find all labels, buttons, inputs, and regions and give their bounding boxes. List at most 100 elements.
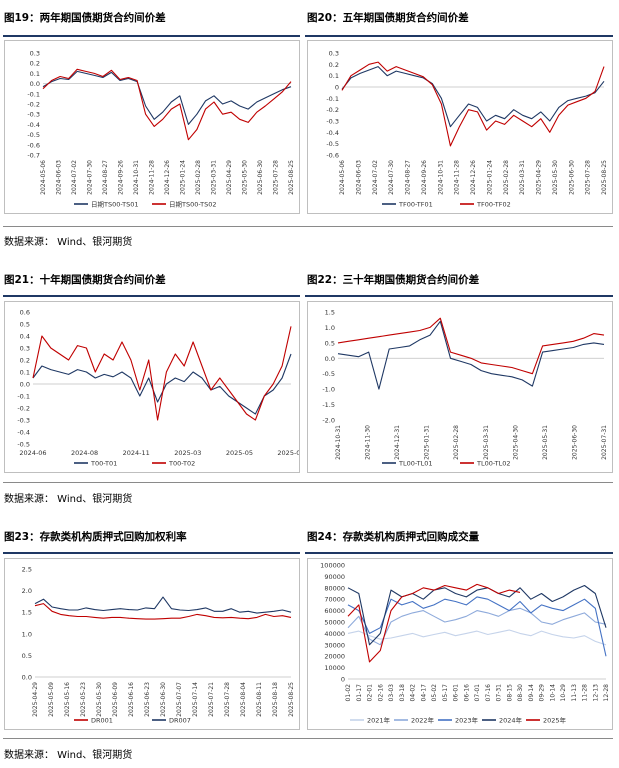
x-tick-label: 2025-01-31	[424, 425, 431, 460]
x-tick-label: 2025-07-07	[176, 682, 183, 717]
x-tick-label: 02-01	[367, 684, 374, 702]
x-tick-label: 2025-05-30	[96, 682, 103, 717]
chart21-svg: 0.6 0.5 0.4 0.3 0.2 0.1 0.0 -0.1 -0.2 -0.3 -0.4 -0.…	[17, 309, 304, 468]
y-tick-label: 0.2	[30, 60, 40, 68]
divider	[3, 226, 613, 227]
chart22-title: 图22：三十年期国债期货合约间价差	[307, 274, 480, 286]
chart20-svg: 0.30.20.10-0.1-0.2-0.3-0.4-0.5-0.62024-0…	[326, 50, 608, 209]
x-tick-label: 2025-05-30	[242, 160, 249, 195]
x-tick-label: 2024-11	[123, 449, 150, 457]
y-tick-label: 1.5	[22, 609, 32, 617]
source-note: 数据来源： Wind、银河期货	[4, 494, 133, 505]
x-tick-label: 2025-06-30	[568, 160, 575, 195]
x-tick-label: 2025-01-24	[486, 160, 493, 195]
x-tick-label: 2025-01-24	[180, 160, 187, 195]
series-line	[347, 596, 607, 657]
x-tick-label: 03-18	[399, 684, 406, 702]
x-tick-label: 01-17	[356, 684, 363, 702]
y-tick-label: 0.3	[30, 50, 40, 58]
chart23-title: 图23：存款类机构质押式回购加权利率	[4, 531, 187, 543]
x-tick-label: 03-03	[388, 684, 395, 702]
legend-label: TL00-TL02	[476, 460, 510, 468]
chart24-frame: 100000 90000 80000 70000 60000 50000 40000 3000…	[307, 558, 613, 730]
y-tick-label: -0.1	[326, 95, 339, 103]
y-tick-label: -0.4	[326, 129, 339, 137]
legend-label: TL00-TL01	[398, 460, 432, 468]
y-tick-label: 2.5	[22, 566, 32, 574]
chart19-frame: 0.3 0.2 0.1 0.0 -0.1 -0.2 -0.3 -0.4 -0.5 -0.6 -0.7…	[4, 40, 300, 214]
y-tick-label: 0	[335, 84, 339, 92]
legend-label: 日期TS00-TS02	[169, 201, 216, 209]
y-tick-label: 50000	[324, 619, 345, 627]
x-tick-label: 2025-08-11	[256, 682, 263, 717]
source-note: 数据来源： Wind、银河期货	[4, 237, 133, 248]
x-tick-label: 2024-08-27	[405, 160, 412, 195]
x-tick-label: 2025-05-16	[64, 682, 71, 717]
x-tick-label: 2025-05-09	[48, 682, 55, 717]
series-line	[42, 70, 292, 125]
x-tick-label: 2024-12-26	[470, 160, 477, 195]
x-tick-label: 11-28	[582, 684, 589, 702]
x-tick-label: 2024-10-31	[437, 160, 444, 195]
legend-label: TF00-TF01	[398, 201, 433, 209]
x-tick-label: 06-01	[453, 684, 460, 702]
x-tick-label: 2025-06-23	[144, 682, 151, 717]
x-tick-label: 10-29	[560, 684, 567, 702]
x-tick-label: 2025-03	[174, 449, 201, 457]
x-tick-label: 2025-02-28	[503, 160, 510, 195]
chart23-frame: 2.5 2.0 1.5 1.0 0.5 0.0 2025-04-29 2025-05-09 20…	[4, 558, 300, 730]
y-tick-label: 0.5	[22, 652, 32, 660]
title-rule	[3, 295, 300, 297]
y-tick-label: 10000	[324, 664, 345, 672]
x-tick-label: 05-02	[431, 684, 438, 702]
divider	[3, 738, 613, 739]
x-tick-label: 2024-12-26	[164, 160, 171, 195]
x-tick-label: 2024-07-02	[372, 160, 379, 195]
y-tick-label: -0.3	[27, 111, 40, 119]
chart24-svg: 1000009000080000700006000050000400003000…	[320, 562, 610, 725]
x-tick-label: 2024-12-31	[394, 425, 401, 460]
y-tick-label: 20000	[324, 653, 345, 661]
series-line	[347, 629, 607, 646]
x-tick-label: 2025-04-29	[32, 682, 39, 717]
y-tick-label: -0.1	[17, 393, 30, 401]
x-tick-label: 2025-04-30	[512, 425, 519, 460]
x-tick-label: 04-17	[420, 684, 427, 702]
x-tick-label: 05-17	[442, 684, 449, 702]
x-tick-label: 2025-05-30	[552, 160, 559, 195]
title-rule	[305, 295, 613, 297]
x-tick-label: 2024-07-02	[71, 160, 78, 195]
y-tick-label: 0.0	[30, 80, 40, 88]
legend-label: TF00-TF02	[476, 201, 511, 209]
x-tick-label: 2025-02-28	[195, 160, 202, 195]
x-tick-label: 2024-06-03	[355, 160, 362, 195]
y-tick-label: -0.4	[17, 429, 30, 437]
x-tick-label: 2025-06-09	[112, 682, 119, 717]
y-tick-label: 0.5	[325, 339, 335, 347]
chart20-frame: 0.3 0.2 0.1 0 -0.1 -0.2 -0.3 -0.4 -0.5 -0.6 2024-0…	[307, 40, 613, 214]
series-line	[341, 66, 605, 128]
y-tick-label: 0	[341, 676, 345, 684]
x-tick-label: 2024-11-28	[149, 160, 156, 195]
y-tick-label: -0.5	[17, 441, 30, 449]
y-tick-label: -0.2	[17, 405, 30, 413]
x-tick-label: 2024-06-03	[56, 160, 63, 195]
x-tick-label: 2025-08-25	[288, 160, 295, 195]
y-tick-label: 60000	[324, 607, 345, 615]
legend-label: 2021年	[367, 716, 391, 725]
x-tick-label: 2025-03-31	[483, 425, 490, 460]
divider	[3, 482, 613, 483]
x-tick-label: 02-16	[377, 684, 384, 702]
x-tick-label: 2025-06-30	[160, 682, 167, 717]
y-tick-label: 0.4	[20, 333, 30, 341]
x-tick-label: 07-01	[474, 684, 481, 702]
legend-label: 2023年	[455, 716, 479, 725]
series-line	[34, 596, 292, 614]
x-tick-label: 2024-05-06	[40, 160, 47, 195]
x-tick-label: 2024-05-06	[339, 160, 346, 195]
x-tick-label: 2025-06-16	[128, 682, 135, 717]
y-tick-label: 0.5	[20, 321, 30, 329]
x-tick-label: 2025-07-28	[273, 160, 280, 195]
x-tick-label: 2025-07-28	[585, 160, 592, 195]
